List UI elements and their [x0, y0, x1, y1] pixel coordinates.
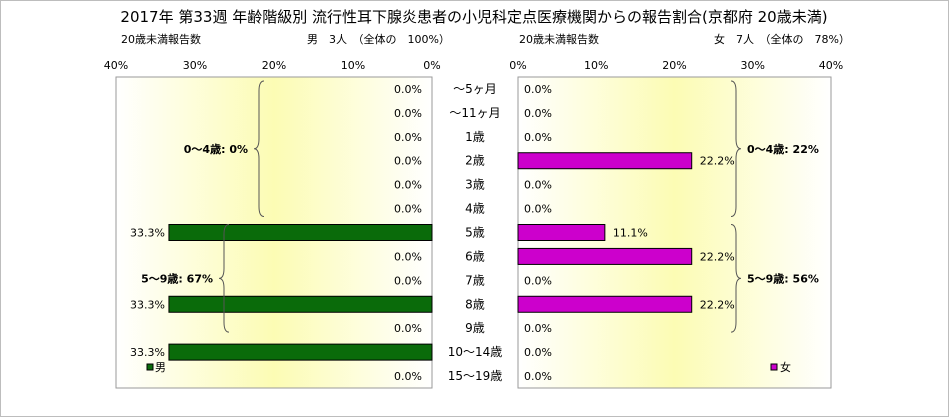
male-data-label: 33.3% — [130, 298, 165, 311]
age-category-label: ～5ヶ月 — [453, 82, 497, 96]
male-data-label: 0.0% — [394, 203, 422, 216]
female-data-label: 0.0% — [524, 322, 552, 335]
female-data-label: 0.0% — [524, 179, 552, 192]
female-data-label: 0.0% — [524, 346, 552, 359]
male-bar — [168, 224, 433, 241]
male-data-label: 0.0% — [394, 131, 422, 144]
age-category-label: 8歳 — [465, 297, 485, 311]
age-category-label: 10～14歳 — [448, 345, 503, 359]
female-bar — [517, 247, 693, 265]
female-data-label: 0.0% — [524, 83, 552, 96]
male-data-label: 0.0% — [394, 155, 422, 168]
chart-title: 2017年 第33週 年齢階級別 流行性耳下腺炎患者の小児科定点医療機関からの報… — [120, 8, 827, 26]
male-legend-swatch — [146, 363, 154, 371]
male-header-left: 20歳未満報告数 — [121, 33, 201, 46]
female-legend-label: 女 — [780, 360, 791, 374]
female-x-tick-label: 40% — [819, 59, 843, 72]
male-group-5-9-brace — [218, 224, 230, 333]
female-data-label: 22.2% — [700, 298, 735, 311]
age-category-label: 1歳 — [465, 130, 485, 144]
female-data-label: 11.1% — [613, 227, 648, 240]
male-group-label: 0～4歳: 0% — [184, 142, 248, 156]
male-x-tick-label: 30% — [183, 59, 207, 72]
female-bar — [517, 295, 693, 313]
female-group-label: 0～4歳: 22% — [747, 142, 819, 156]
male-legend-label: 男 — [155, 361, 166, 374]
female-data-label: 0.0% — [524, 274, 552, 287]
female-group-0-4-brace — [730, 80, 742, 218]
male-group-label: 5～9歳: 67% — [141, 271, 213, 285]
male-x-tick-label: 10% — [341, 59, 365, 72]
age-category-label: 7歳 — [465, 273, 485, 287]
female-data-label: 0.0% — [524, 370, 552, 383]
male-data-label: 0.0% — [394, 250, 422, 263]
male-data-label: 0.0% — [394, 83, 422, 96]
female-x-tick-label: 20% — [662, 59, 686, 72]
female-data-label: 0.0% — [524, 131, 552, 144]
female-header-right: 女 7人 （全体の 78%） — [714, 32, 850, 46]
female-data-label: 22.2% — [700, 155, 735, 168]
male-data-label: 0.0% — [394, 179, 422, 192]
female-x-tick-label: 0% — [509, 59, 526, 72]
male-bar — [168, 343, 433, 361]
male-data-label: 0.0% — [394, 370, 422, 383]
male-data-label: 0.0% — [394, 322, 422, 335]
female-data-label: 0.0% — [524, 107, 552, 120]
age-category-label: 2歳 — [465, 154, 485, 168]
age-category-label: ～11ヶ月 — [449, 106, 500, 120]
female-header-left: 20歳未満報告数 — [519, 33, 599, 46]
male-data-label: 0.0% — [394, 107, 422, 120]
age-category-label: 3歳 — [465, 178, 485, 192]
male-header-right: 男 3人 （全体の 100%） — [307, 32, 450, 46]
male-data-label: 0.0% — [394, 274, 422, 287]
female-bar — [517, 224, 606, 241]
female-group-5-9-brace — [730, 224, 742, 333]
male-x-tick-label: 20% — [262, 59, 286, 72]
age-category-label: 6歳 — [465, 249, 485, 263]
male-bar — [168, 295, 433, 313]
age-category-label: 15～19歳 — [448, 369, 503, 383]
female-group-label: 5～9歳: 56% — [747, 271, 819, 285]
male-group-0-4-brace — [253, 80, 265, 218]
female-legend-swatch — [770, 363, 778, 371]
female-bar — [517, 152, 693, 170]
age-category-label: 9歳 — [465, 321, 485, 335]
male-x-tick-label: 0% — [423, 59, 440, 72]
age-category-label: 4歳 — [465, 202, 485, 216]
age-category-label: 5歳 — [465, 226, 485, 240]
male-data-label: 33.3% — [130, 227, 165, 240]
female-data-label: 0.0% — [524, 203, 552, 216]
female-data-label: 22.2% — [700, 250, 735, 263]
male-data-label: 33.3% — [130, 346, 165, 359]
male-x-tick-label: 40% — [104, 59, 128, 72]
female-x-tick-label: 30% — [741, 59, 765, 72]
female-x-tick-label: 10% — [584, 59, 608, 72]
